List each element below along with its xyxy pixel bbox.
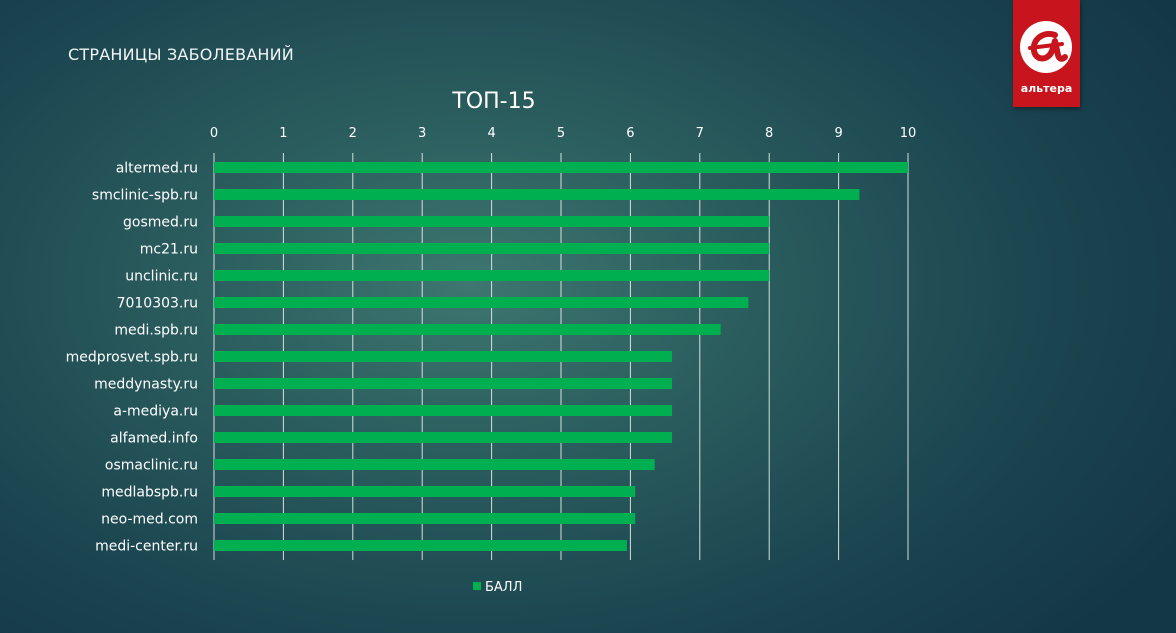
bar	[214, 297, 749, 308]
legend-label: БАЛЛ	[485, 580, 522, 595]
category-labels: altermed.ru smclinic-spb.ru gosmed.ru mc21.…	[66, 161, 198, 555]
logo-text: альтера	[1020, 82, 1073, 95]
legend-swatch	[473, 582, 481, 590]
bar	[214, 459, 655, 470]
x-tick-label: 1	[279, 126, 287, 141]
bar	[214, 189, 860, 200]
x-tick-label: 3	[418, 126, 426, 141]
category-label: mc21.ru	[140, 242, 198, 258]
x-tick-label: 0	[210, 126, 218, 141]
category-label: neo-med.com	[101, 512, 198, 528]
bar	[214, 162, 908, 173]
bar	[214, 378, 673, 389]
category-label: medlabspb.ru	[101, 485, 198, 501]
category-label: meddynasty.ru	[94, 377, 198, 393]
bar	[214, 486, 636, 497]
x-tick-label: 4	[487, 126, 495, 141]
x-tick-label: 2	[349, 126, 357, 141]
x-tick-label: 10	[900, 126, 917, 141]
x-tick-label: 9	[834, 126, 842, 141]
category-label: unclinic.ru	[125, 269, 198, 285]
category-label: 7010303.ru	[117, 296, 198, 312]
category-label: alfamed.info	[110, 431, 198, 447]
category-label: a-mediya.ru	[113, 404, 198, 420]
bar	[214, 351, 673, 362]
section-title: СТРАНИЦЫ ЗАБОЛЕВАНИЙ	[68, 45, 294, 64]
category-label: medprosvet.spb.ru	[66, 350, 198, 366]
bar	[214, 270, 770, 281]
category-label: medi.spb.ru	[114, 323, 198, 339]
logo-emblem-icon	[1020, 21, 1072, 73]
bar	[214, 432, 673, 443]
x-tick-label: 7	[696, 126, 704, 141]
bar	[214, 405, 673, 416]
legend: БАЛЛ	[473, 580, 522, 595]
category-label: smclinic-spb.ru	[92, 188, 198, 204]
category-label: osmaclinic.ru	[105, 458, 198, 474]
bar	[214, 324, 721, 335]
category-label: medi-center.ru	[95, 539, 198, 555]
category-label: gosmed.ru	[123, 215, 198, 231]
bars	[214, 162, 908, 551]
x-axis-ticks: 0 1 2 3 4 5 6 7 8 9 10	[210, 126, 916, 141]
category-label: altermed.ru	[116, 161, 198, 177]
bar	[214, 243, 770, 254]
x-tick-label: 8	[765, 126, 773, 141]
bar	[214, 513, 636, 524]
x-tick-label: 5	[557, 126, 565, 141]
x-tick-label: 6	[626, 126, 634, 141]
chart-title: ТОП-15	[451, 89, 535, 114]
bar	[214, 540, 627, 551]
bar	[214, 216, 770, 227]
altera-logo: альтера	[1013, 0, 1080, 107]
